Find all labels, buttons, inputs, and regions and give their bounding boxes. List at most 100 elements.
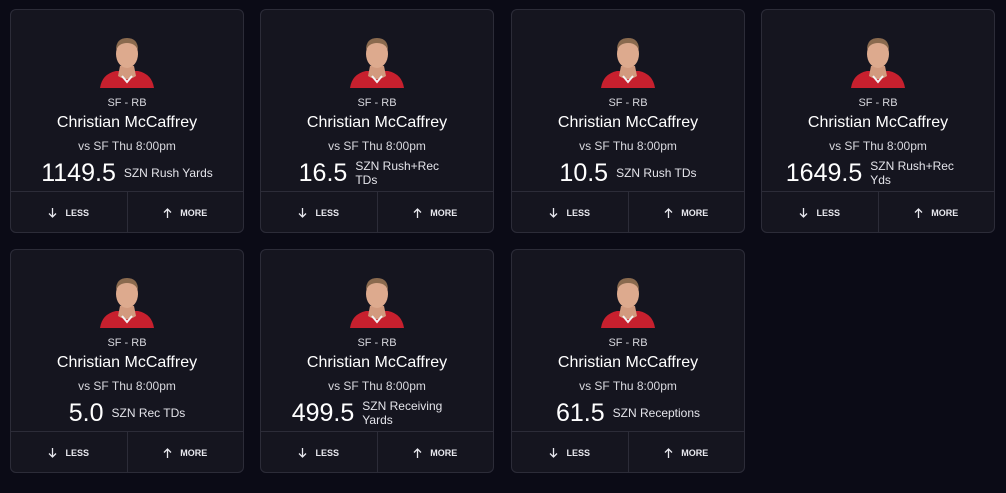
player-name: Christian McCaffrey [807,114,949,131]
arrow-down [49,207,57,218]
line-row: 499.5 SZN Receiving Yards [261,396,493,430]
less-button[interactable]: LESS [512,432,628,472]
player-headshot [851,38,905,88]
stat-type: SZN Rush Yards [123,166,213,180]
game-info: vs SF Thu 8:00pm [328,139,426,153]
game-info: vs SF Thu 8:00pm [579,139,677,153]
arrow-down [550,447,558,458]
player-headshot [601,38,655,88]
arrow-down [800,207,808,218]
avatar [348,270,406,333]
more-button[interactable]: MORE [126,432,244,472]
stat-type: SZN Rush TDs [616,166,697,180]
line-row: 61.5 SZN Receptions [512,396,744,430]
line-value: 10.5 [559,158,609,187]
player-headshot [350,278,404,328]
prop-card: SF - RB Christian McCaffrey vs SF Thu 8:00… [761,9,995,233]
less-label: LESS [566,447,590,458]
prop-card: SF - RB Christian McCaffrey vs SF Thu 8:00… [260,249,494,473]
arrow-up [413,447,422,458]
team-position: SF - RB [107,97,147,109]
less-label: LESS [65,207,89,218]
arrow-up [664,207,673,218]
game-info: vs SF Thu 8:00pm [829,139,927,153]
arrow-up [413,207,422,218]
player-name: Christian McCaffrey [306,354,448,371]
avatar [348,30,406,93]
arrow-up [664,447,673,458]
less-label: LESS [315,447,339,458]
arrow-down [299,207,307,218]
less-label: LESS [566,207,590,218]
player-name: Christian McCaffrey [56,354,198,371]
less-label: LESS [65,447,89,458]
prop-card: SF - RB Christian McCaffrey vs SF Thu 8:00… [260,9,494,233]
stat-type: SZN Receptions [612,406,701,420]
stat-type: SZN Rec TDs [111,406,186,420]
line-value: 61.5 [555,398,605,427]
line-value: 16.5 [298,158,348,187]
player-headshot [601,278,655,328]
less-button[interactable]: LESS [261,192,377,232]
less-button[interactable]: LESS [762,192,878,232]
more-label: MORE [430,207,458,218]
more-label: MORE [180,207,208,218]
arrow-up [914,207,923,218]
more-button[interactable]: MORE [877,192,995,232]
less-label: LESS [816,207,840,218]
game-info: vs SF Thu 8:00pm [579,379,677,393]
more-button[interactable]: MORE [627,432,745,472]
less-button[interactable]: LESS [261,432,377,472]
player-headshot [100,278,154,328]
more-button[interactable]: MORE [126,192,244,232]
less-button[interactable]: LESS [11,432,127,472]
game-info: vs SF Thu 8:00pm [78,139,176,153]
more-label: MORE [681,207,709,218]
player-name: Christian McCaffrey [306,114,448,131]
line-value: 5.0 [68,398,104,427]
player-headshot [350,38,404,88]
arrow-up [163,207,172,218]
game-info: vs SF Thu 8:00pm [328,379,426,393]
prop-card: SF - RB Christian McCaffrey vs SF Thu 8:00… [511,249,745,473]
pick-buttons: LESS MORE [261,191,494,232]
line-row: 5.0 SZN Rec TDs [11,396,243,430]
avatar [599,30,657,93]
more-button[interactable]: MORE [376,192,494,232]
player-headshot [100,38,154,88]
prop-card: SF - RB Christian McCaffrey vs SF Thu 8:00… [10,249,244,473]
line-value: 499.5 [291,398,355,427]
line-value: 1649.5 [785,158,863,187]
more-label: MORE [180,447,208,458]
team-position: SF - RB [608,97,648,109]
pick-buttons: LESS MORE [512,191,745,232]
less-button[interactable]: LESS [512,192,628,232]
team-position: SF - RB [357,337,397,349]
less-label: LESS [315,207,339,218]
arrow-down [299,447,307,458]
pick-buttons: LESS MORE [512,431,745,472]
prop-card: SF - RB Christian McCaffrey vs SF Thu 8:00… [10,9,244,233]
line-row: 1149.5 SZN Rush Yards [11,156,243,190]
arrow-down [49,447,57,458]
line-value: 1149.5 [41,158,116,187]
pick-buttons: LESS MORE [261,431,494,472]
team-position: SF - RB [357,97,397,109]
player-name: Christian McCaffrey [56,114,198,131]
less-button[interactable]: LESS [11,192,127,232]
more-button[interactable]: MORE [627,192,745,232]
team-position: SF - RB [107,337,147,349]
line-row: 16.5 SZN Rush+Rec TDs [261,156,493,190]
pick-buttons: LESS MORE [762,191,995,232]
prop-card: SF - RB Christian McCaffrey vs SF Thu 8:00… [511,9,745,233]
player-name: Christian McCaffrey [557,114,699,131]
player-name: Christian McCaffrey [557,354,699,371]
stat-type: SZN Receiving Yards [362,399,443,427]
line-row: 1649.5 SZN Rush+Rec Yds [762,156,994,190]
more-button[interactable]: MORE [376,432,494,472]
avatar [849,30,907,93]
avatar [98,270,156,333]
team-position: SF - RB [608,337,648,349]
avatar [98,30,156,93]
